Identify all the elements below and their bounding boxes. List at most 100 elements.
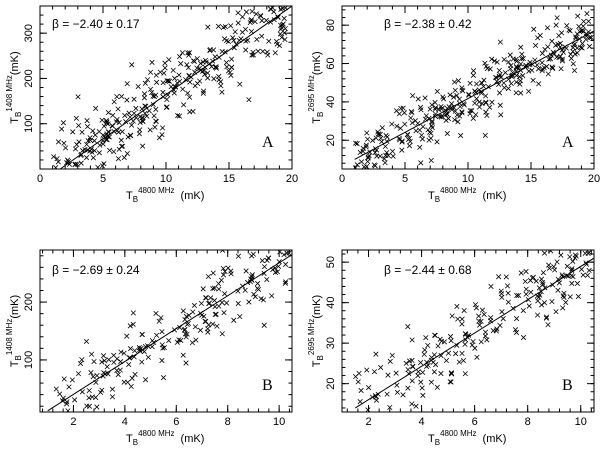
- data-point: [427, 106, 433, 112]
- data-point: [461, 307, 467, 314]
- data-point: [255, 48, 261, 54]
- data-point: [545, 71, 551, 77]
- data-point: [192, 83, 198, 89]
- data-point: [418, 160, 424, 166]
- data-point: [200, 88, 207, 94]
- data-point: [452, 117, 458, 123]
- data-point: [153, 118, 159, 124]
- data-point: [549, 64, 555, 70]
- data-point: [128, 383, 134, 390]
- data-point: [253, 11, 259, 17]
- data-point: [190, 108, 196, 115]
- data-point: [434, 384, 440, 390]
- data-point: [72, 146, 79, 152]
- data-point: [441, 339, 447, 345]
- data-point: [539, 60, 545, 66]
- data-point: [472, 345, 478, 351]
- data-point: [264, 257, 270, 263]
- data-point: [127, 323, 133, 329]
- data-point: [235, 253, 242, 259]
- data-point: [162, 65, 168, 71]
- x-tick-label: 6: [472, 416, 478, 428]
- data-point: [159, 125, 166, 131]
- data-point: [580, 272, 586, 278]
- data-point: [498, 291, 505, 297]
- data-point: [147, 127, 153, 133]
- data-point: [275, 14, 281, 21]
- data-point: [400, 105, 406, 111]
- data-point: [277, 31, 283, 37]
- data-point: [64, 401, 70, 407]
- data-point: [551, 51, 557, 57]
- data-point: [507, 52, 513, 58]
- data-point: [95, 164, 101, 169]
- data-point: [459, 350, 465, 357]
- data-point: [366, 385, 372, 391]
- x-tick-label: 10: [273, 416, 285, 428]
- data-point: [277, 250, 283, 255]
- data-point: [83, 155, 90, 161]
- data-point: [405, 132, 411, 138]
- x-tick-label: 8: [525, 416, 531, 428]
- data-point: [579, 45, 585, 51]
- data-point: [148, 86, 154, 92]
- data-point: [126, 110, 132, 116]
- data-point: [378, 364, 384, 371]
- data-point: [88, 370, 94, 376]
- data-point: [160, 375, 167, 381]
- data-point: [579, 27, 585, 34]
- data-point: [239, 14, 246, 20]
- data-point: [156, 318, 162, 324]
- data-point: [513, 329, 520, 336]
- data-point: [76, 139, 82, 145]
- data-point: [400, 392, 406, 398]
- data-point: [415, 96, 421, 102]
- data-point: [177, 78, 183, 84]
- data-point: [570, 258, 576, 264]
- beta-annotation: β = −2.44 ± 0.68: [384, 263, 472, 277]
- data-point: [439, 113, 445, 119]
- data-point: [232, 29, 238, 35]
- data-point: [518, 44, 524, 50]
- data-point: [119, 143, 125, 149]
- data-point: [53, 165, 59, 169]
- data-point: [357, 399, 363, 405]
- fit-line: [47, 254, 292, 412]
- data-point: [113, 119, 120, 125]
- data-point: [530, 77, 536, 83]
- data-point: [121, 154, 127, 161]
- data-point: [83, 338, 90, 344]
- fit-line: [59, 6, 292, 169]
- data-point: [479, 100, 485, 107]
- data-point: [109, 386, 115, 392]
- data-point: [166, 337, 172, 344]
- data-point: [153, 72, 159, 78]
- data-point: [230, 35, 236, 41]
- data-point: [421, 351, 427, 357]
- data-point: [231, 37, 237, 44]
- data-point: [458, 132, 464, 139]
- data-point: [470, 72, 476, 78]
- data-point: [352, 165, 359, 169]
- data-point: [231, 317, 237, 323]
- data-point: [125, 134, 131, 140]
- data-point: [86, 387, 92, 394]
- data-point: [420, 392, 426, 398]
- data-point: [126, 361, 132, 368]
- data-point: [145, 354, 151, 360]
- y-tick-label: 300: [23, 24, 35, 42]
- plot-frame: [341, 249, 595, 413]
- data-point: [531, 26, 537, 32]
- data-point: [139, 359, 145, 365]
- data-point: [399, 147, 405, 153]
- data-point: [60, 120, 67, 126]
- data-point: [467, 80, 473, 86]
- data-point: [373, 351, 379, 357]
- data-point: [249, 253, 255, 259]
- data-point: [218, 83, 224, 89]
- data-point: [79, 357, 85, 363]
- data-point: [279, 34, 285, 41]
- data-point: [179, 50, 186, 56]
- data-point: [535, 66, 542, 72]
- data-point: [413, 128, 419, 134]
